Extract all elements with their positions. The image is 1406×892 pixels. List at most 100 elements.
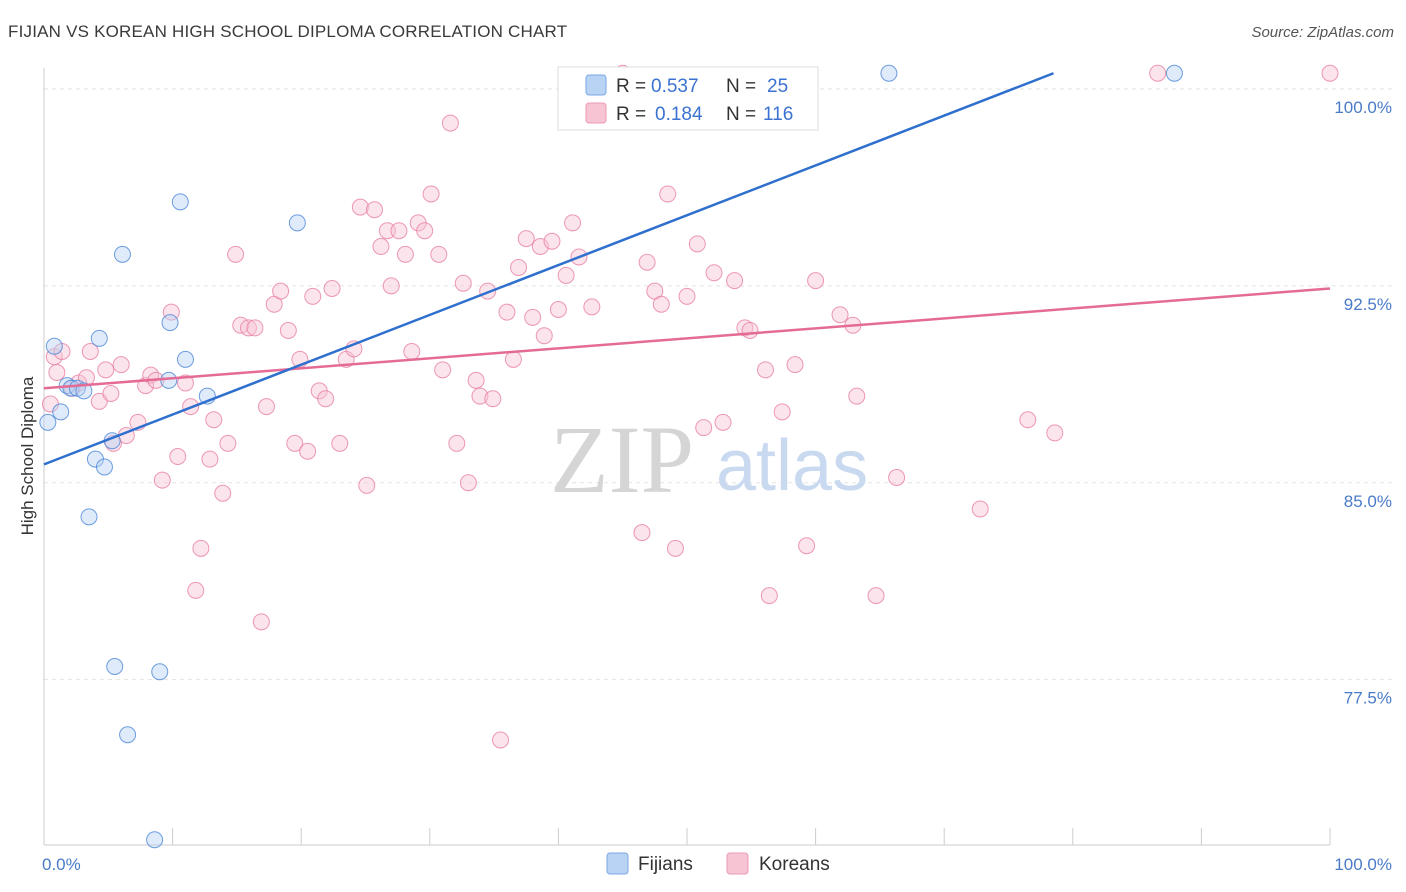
korean-point xyxy=(454,274,472,292)
korean-point xyxy=(227,245,245,263)
legend-koreans-n-label: N = xyxy=(726,104,756,125)
fijian-point xyxy=(45,337,63,355)
fijian-point xyxy=(160,371,178,389)
fijian-point xyxy=(176,350,194,368)
korean-point xyxy=(726,272,744,290)
fijian-point xyxy=(62,379,80,397)
korean-point xyxy=(807,272,825,290)
korean-point xyxy=(1046,424,1064,442)
korean-point xyxy=(201,450,219,468)
korean-point xyxy=(773,403,791,421)
korean-point xyxy=(448,434,466,452)
korean-point xyxy=(652,295,670,313)
korean-point xyxy=(187,581,205,599)
korean-point xyxy=(81,343,99,360)
bottom-legend-fijians-swatch xyxy=(606,852,629,875)
korean-point xyxy=(583,298,601,316)
korean-point xyxy=(633,524,651,542)
korean-point xyxy=(323,280,341,297)
x-tick-label-min: 0.0% xyxy=(42,855,81,874)
korean-point xyxy=(786,356,804,374)
korean-point xyxy=(97,361,115,379)
korean-point xyxy=(403,343,421,360)
fijian-point xyxy=(146,831,164,849)
watermark-zip: ZIP xyxy=(550,406,694,513)
korean-point xyxy=(304,287,322,305)
korean-point xyxy=(971,500,989,518)
legend-fijians-swatch xyxy=(585,74,607,96)
korean-point xyxy=(695,419,713,437)
korean-point xyxy=(510,259,528,276)
korean-point xyxy=(741,322,759,339)
fijian-point xyxy=(151,663,169,681)
korean-point xyxy=(564,214,582,232)
korean-point xyxy=(471,387,489,405)
fijian-point xyxy=(106,658,124,675)
korean-point xyxy=(498,303,516,321)
y-tick-label: 77.5% xyxy=(1344,689,1392,708)
korean-point xyxy=(169,448,187,465)
korean-point xyxy=(549,301,567,318)
korean-point xyxy=(102,385,120,402)
fijian-point xyxy=(171,193,189,211)
fijian-point xyxy=(113,245,131,263)
legend-koreans-swatch xyxy=(585,102,607,124)
korean-point xyxy=(688,235,706,253)
fijian-point xyxy=(119,726,137,744)
korean-point xyxy=(219,434,237,452)
korean-point xyxy=(366,201,384,219)
korean-point xyxy=(492,731,510,749)
korean-point xyxy=(390,222,408,240)
trendlines xyxy=(43,72,1331,466)
korean-point xyxy=(430,245,448,263)
y-tick-label: 92.5% xyxy=(1344,295,1392,314)
korean-point xyxy=(535,327,553,345)
korean-point xyxy=(1019,411,1037,429)
korean-point xyxy=(888,469,906,486)
korean-point xyxy=(239,319,257,337)
fijians-trendline xyxy=(43,72,1054,466)
legend-fijians-n-label: N = xyxy=(726,76,756,97)
korean-point xyxy=(331,434,349,452)
korean-point xyxy=(416,222,434,240)
korean-point xyxy=(760,587,778,605)
korean-point xyxy=(299,442,317,460)
fijian-point xyxy=(95,458,113,476)
korean-point xyxy=(1149,64,1167,82)
korean-point xyxy=(736,319,754,337)
fijian-point xyxy=(880,64,898,82)
korean-point xyxy=(638,253,656,271)
korean-point xyxy=(351,198,369,216)
korean-point xyxy=(205,411,223,429)
y-tick-labels: 77.5% 85.0% 92.5% 100.0% xyxy=(1334,98,1392,708)
korean-point xyxy=(543,232,561,250)
bottom-legend-koreans-swatch xyxy=(726,852,749,875)
korean-point xyxy=(441,114,459,132)
korean-point xyxy=(848,387,866,405)
legend-koreans-r-value: 0.184 xyxy=(655,104,703,125)
x-tick-label-max: 100.0% xyxy=(1334,855,1392,874)
korean-point xyxy=(557,266,575,284)
korean-point xyxy=(382,277,400,295)
y-tick-label: 100.0% xyxy=(1334,98,1392,117)
korean-point xyxy=(504,350,522,368)
korean-point xyxy=(459,474,477,492)
korean-point xyxy=(714,413,732,431)
fijian-point xyxy=(90,329,108,347)
fijian-point xyxy=(75,382,93,400)
korean-point xyxy=(517,230,535,248)
y-tick-label: 85.0% xyxy=(1344,492,1392,511)
axes xyxy=(43,68,1331,846)
korean-point xyxy=(798,537,816,555)
bottom-legend-koreans-label: Koreans xyxy=(759,854,830,875)
fijian-point xyxy=(1165,64,1183,82)
korean-point xyxy=(317,390,335,408)
korean-point xyxy=(484,390,502,408)
korean-point xyxy=(90,392,108,410)
fijians-points xyxy=(39,64,1183,849)
korean-point xyxy=(192,539,210,557)
korean-point xyxy=(176,374,194,392)
series-legend: Fijians Koreans xyxy=(606,852,830,875)
korean-point xyxy=(524,308,542,326)
